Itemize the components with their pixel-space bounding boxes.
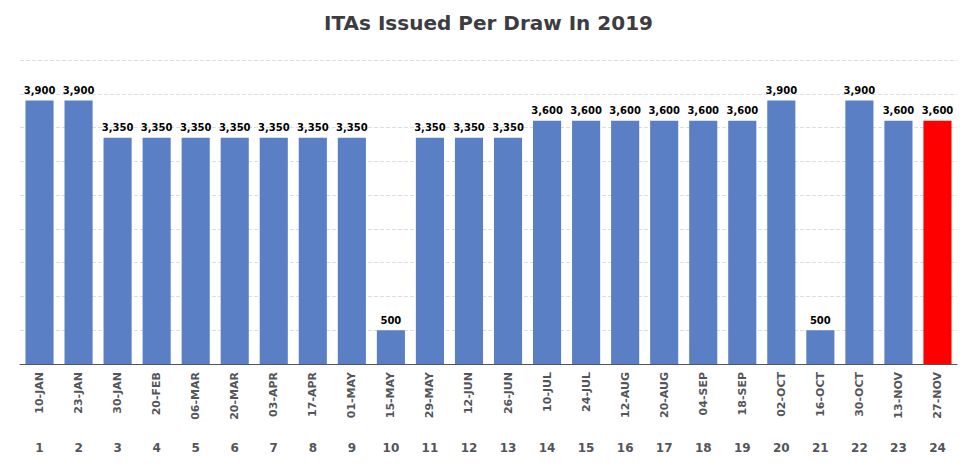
svg-text:06-MAR: 06-MAR [189,371,202,419]
svg-text:27-NOV: 27-NOV [931,372,944,419]
svg-text:19: 19 [734,441,751,455]
svg-text:20-MAR: 20-MAR [228,371,241,419]
svg-text:21: 21 [812,441,829,455]
svg-text:3,350: 3,350 [219,122,251,133]
svg-text:3,600: 3,600 [570,105,602,116]
svg-text:24: 24 [929,441,946,455]
svg-text:3,900: 3,900 [63,85,95,96]
svg-text:20: 20 [773,441,790,455]
svg-text:1: 1 [35,441,43,455]
svg-text:04-SEP: 04-SEP [697,372,710,415]
svg-text:8: 8 [309,441,317,455]
svg-text:3,900: 3,900 [765,85,797,96]
svg-text:17: 17 [656,441,673,455]
svg-text:3,350: 3,350 [180,122,212,133]
svg-text:4: 4 [152,441,160,455]
svg-text:11: 11 [422,441,439,455]
svg-text:5: 5 [192,441,200,455]
svg-text:14: 14 [539,441,556,455]
svg-text:ITAs Issued Per Draw In 2019: ITAs Issued Per Draw In 2019 [324,11,653,35]
svg-text:3,600: 3,600 [922,105,954,116]
svg-text:3: 3 [113,441,121,455]
svg-text:26-JUN: 26-JUN [502,372,515,414]
svg-text:3,350: 3,350 [414,122,446,133]
svg-text:29-MAY: 29-MAY [423,371,436,418]
svg-text:22: 22 [851,441,868,455]
svg-text:17-APR: 17-APR [306,371,319,416]
svg-text:12-AUG: 12-AUG [619,372,632,418]
svg-text:3,350: 3,350 [453,122,485,133]
svg-text:3,350: 3,350 [336,122,368,133]
svg-text:20-AUG: 20-AUG [658,372,671,418]
svg-text:3,600: 3,600 [609,105,641,116]
svg-text:3,600: 3,600 [531,105,563,116]
svg-text:24-JUL: 24-JUL [580,372,593,412]
svg-text:10-JUL: 10-JUL [541,372,554,412]
svg-text:6: 6 [231,441,239,455]
svg-text:01-MAY: 01-MAY [345,371,358,418]
svg-text:16: 16 [617,441,634,455]
svg-text:9: 9 [348,441,356,455]
svg-text:30-OCT: 30-OCT [853,372,866,417]
svg-text:30-JAN: 30-JAN [111,372,124,414]
svg-text:3,900: 3,900 [844,85,876,96]
svg-text:02-OCT: 02-OCT [775,372,788,417]
svg-text:23-JAN: 23-JAN [72,372,85,414]
svg-text:7: 7 [270,441,278,455]
svg-text:12: 12 [461,441,478,455]
svg-text:3,350: 3,350 [297,122,329,133]
svg-text:13: 13 [500,441,517,455]
svg-text:12-JUN: 12-JUN [462,372,475,414]
svg-text:3,350: 3,350 [102,122,134,133]
svg-text:16-OCT: 16-OCT [814,372,827,417]
svg-text:18: 18 [695,441,712,455]
svg-text:500: 500 [380,315,401,326]
svg-text:3,600: 3,600 [883,105,915,116]
svg-text:3,350: 3,350 [141,122,173,133]
svg-text:10: 10 [383,441,400,455]
svg-text:3,600: 3,600 [687,105,719,116]
svg-text:23: 23 [890,441,907,455]
svg-text:15-MAY: 15-MAY [384,371,397,418]
svg-text:3,350: 3,350 [492,122,524,133]
svg-text:13-NOV: 13-NOV [892,372,905,419]
svg-text:2: 2 [74,441,82,455]
svg-text:3,600: 3,600 [726,105,758,116]
svg-text:3,350: 3,350 [258,122,290,133]
svg-text:3,900: 3,900 [24,85,56,96]
svg-text:20-FEB: 20-FEB [150,372,163,415]
svg-text:15: 15 [578,441,595,455]
svg-text:10-JAN: 10-JAN [33,372,46,414]
svg-text:18-SEP: 18-SEP [736,372,749,415]
svg-text:500: 500 [810,315,831,326]
svg-text:3,600: 3,600 [648,105,680,116]
svg-text:03-APR: 03-APR [267,371,280,416]
